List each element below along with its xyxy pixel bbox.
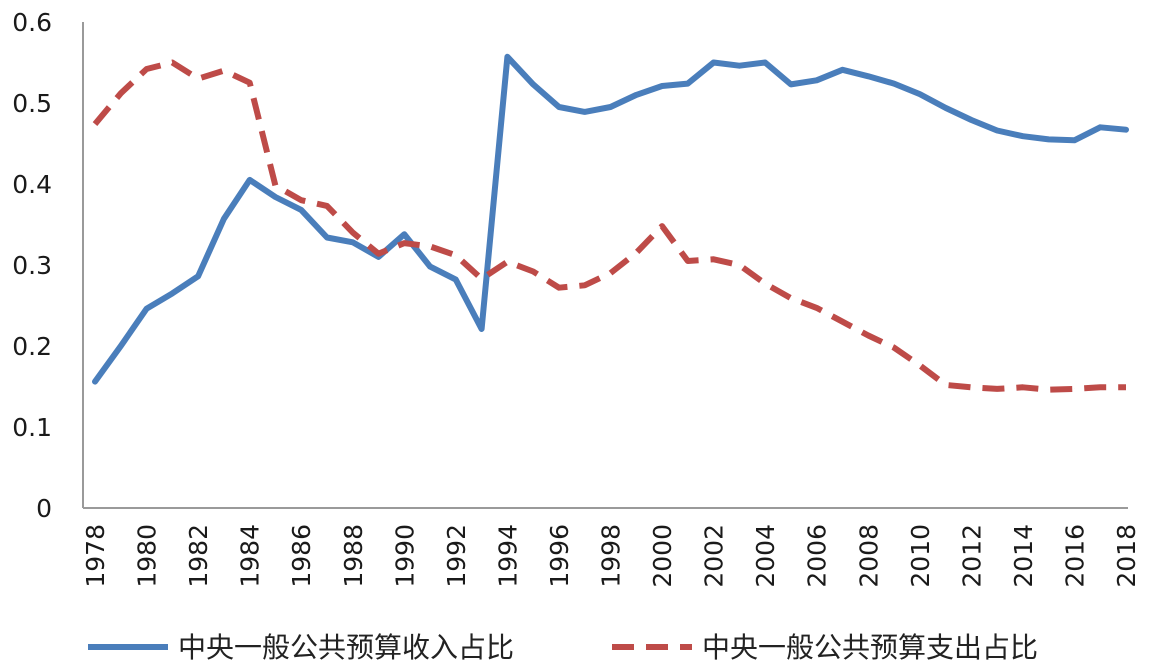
series-layer (92, 53, 1129, 393)
x-tick-label: 1998 (597, 524, 626, 588)
expenditure-share-line (92, 59, 1126, 393)
x-tick-label: 1990 (390, 524, 419, 588)
y-tick-label: 0.6 (12, 8, 52, 37)
x-tick-label: 1980 (133, 524, 162, 588)
x-tick-label: 1986 (287, 524, 316, 588)
x-tick-label: 1984 (236, 524, 265, 588)
x-tick-label: 1996 (545, 524, 574, 588)
x-tick-label: 2010 (906, 524, 935, 588)
x-tick-label: 2006 (803, 524, 832, 588)
x-tick-label: 2016 (1060, 524, 1089, 588)
x-tick-label: 2014 (1009, 524, 1038, 588)
x-tick-label: 2000 (648, 524, 677, 588)
x-tick-label: 1982 (184, 524, 213, 588)
y-tick-label: 0.4 (12, 170, 52, 199)
x-tick-label: 1988 (339, 524, 368, 588)
legend-label-expenditure: 中央一般公共预算支出占比 (702, 631, 1038, 664)
x-tick-label: 2002 (700, 524, 729, 588)
x-tick-label: 2018 (1112, 524, 1141, 588)
x-tick-label: 2008 (854, 524, 883, 588)
x-tick-labels: 1978 1980 1982 1984 1986 1988 1990 1992 1994 1996… (81, 524, 1141, 588)
x-tick-label: 1992 (442, 524, 471, 588)
revenue-share-line (92, 53, 1129, 385)
y-tick-label: 0.5 (12, 89, 52, 118)
legend: 中央一般公共预算收入占比 中央一般公共预算支出占比 (88, 631, 1038, 664)
x-tick-label: 1978 (81, 524, 110, 588)
x-tick-label: 2012 (957, 524, 986, 588)
y-tick-label: 0.1 (12, 413, 52, 442)
x-tick-label: 1994 (493, 524, 522, 588)
y-tick-label: 0.2 (12, 332, 52, 361)
axes (82, 22, 1128, 509)
legend-label-revenue: 中央一般公共预算收入占比 (178, 631, 514, 664)
x-tick-label: 2004 (751, 524, 780, 588)
y-tick-label: 0 (36, 494, 52, 523)
y-tick-labels: 0 0.1 0.2 0.3 0.4 0.5 0.6 (12, 8, 52, 523)
y-tick-label: 0.3 (12, 251, 52, 280)
